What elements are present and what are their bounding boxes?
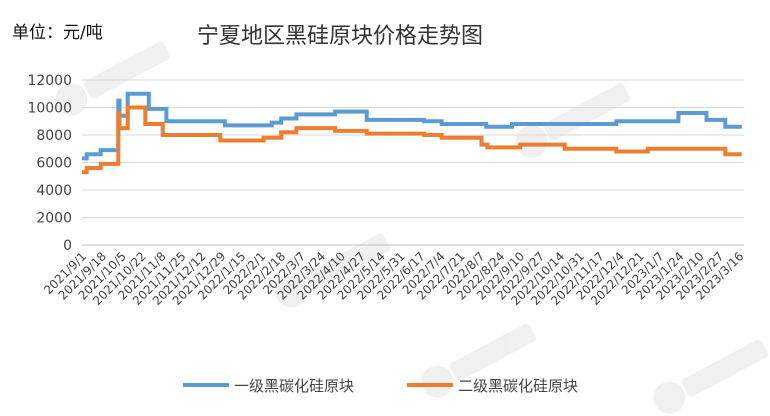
watermark-band — [449, 323, 537, 381]
watermark-band — [303, 233, 391, 291]
series-lines — [82, 91, 742, 175]
watermark-logo — [653, 339, 769, 414]
watermark-logo — [275, 233, 391, 308]
y-tick-label: 12000 — [27, 73, 72, 89]
watermark-circle — [55, 83, 88, 116]
watermark-logo — [55, 41, 171, 116]
chart-title: 宁夏地区黑硅原块价格走势图 — [197, 24, 484, 49]
y-tick-label: 0 — [63, 238, 72, 254]
watermark-circle — [653, 381, 686, 414]
gridlines — [82, 79, 744, 218]
watermark-band — [83, 41, 171, 99]
x-axis-ticks: 2021/9/12021/9/182021/10/52021/10/222021… — [41, 249, 746, 308]
legend: 一级黑碳化硅原块 二级黑碳化硅原块 — [183, 377, 578, 395]
unit-label: 单位：元/吨 — [12, 23, 103, 43]
y-tick-label: 2000 — [36, 211, 72, 227]
y-tick-label: 8000 — [36, 128, 72, 144]
series-line-2 — [82, 105, 742, 175]
watermark-layer — [55, 41, 769, 414]
y-axis-ticks: 0 2000 4000 6000 8000 10000 12000 — [27, 73, 72, 254]
watermark-logo — [421, 323, 537, 398]
legend-label-2: 二级黑碳化硅原块 — [458, 377, 578, 395]
watermark-logo — [515, 83, 631, 158]
watermark-circle — [275, 275, 308, 308]
watermark-circle — [515, 125, 548, 158]
watermark-band — [543, 83, 631, 141]
y-tick-label: 10000 — [27, 101, 72, 117]
y-tick-label: 6000 — [36, 156, 72, 172]
y-tick-label: 4000 — [36, 183, 72, 199]
legend-label-1: 一级黑碳化硅原块 — [234, 377, 354, 395]
series-line-1 — [82, 91, 742, 161]
watermark-band — [681, 339, 769, 397]
watermark-circle — [421, 365, 454, 398]
